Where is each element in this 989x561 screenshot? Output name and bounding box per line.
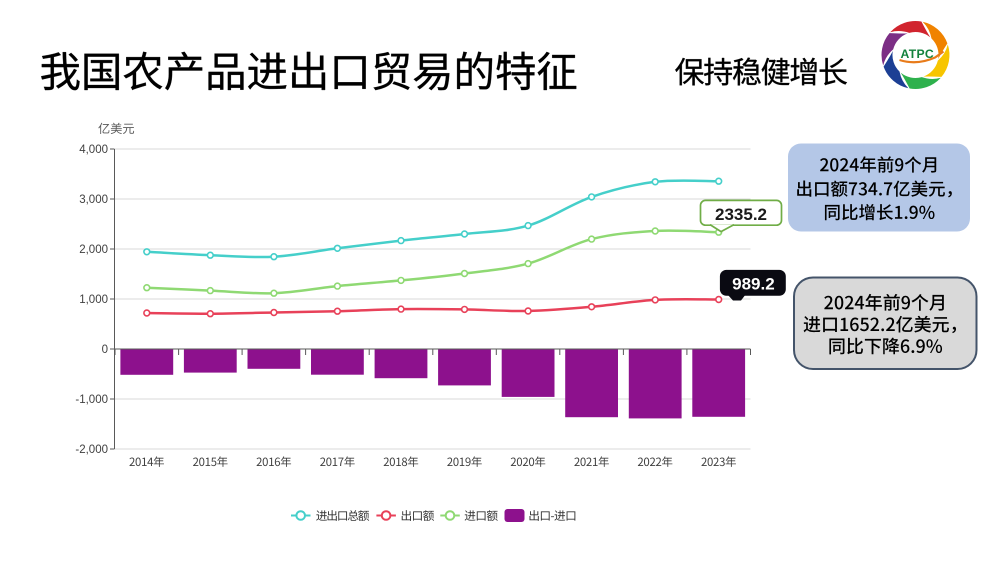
svg-text:4,000: 4,000: [79, 144, 108, 156]
svg-text:-1,000: -1,000: [75, 394, 108, 406]
svg-text:989.2: 989.2: [732, 274, 775, 293]
svg-text:2335.2: 2335.2: [715, 205, 767, 224]
svg-text:3,000: 3,000: [79, 194, 108, 206]
svg-text:1,000: 1,000: [79, 294, 108, 306]
svg-text:ATPC: ATPC: [901, 47, 934, 61]
svg-text:-2,000: -2,000: [75, 444, 108, 456]
svg-text:0: 0: [102, 344, 108, 356]
svg-text:2,000: 2,000: [79, 244, 108, 256]
